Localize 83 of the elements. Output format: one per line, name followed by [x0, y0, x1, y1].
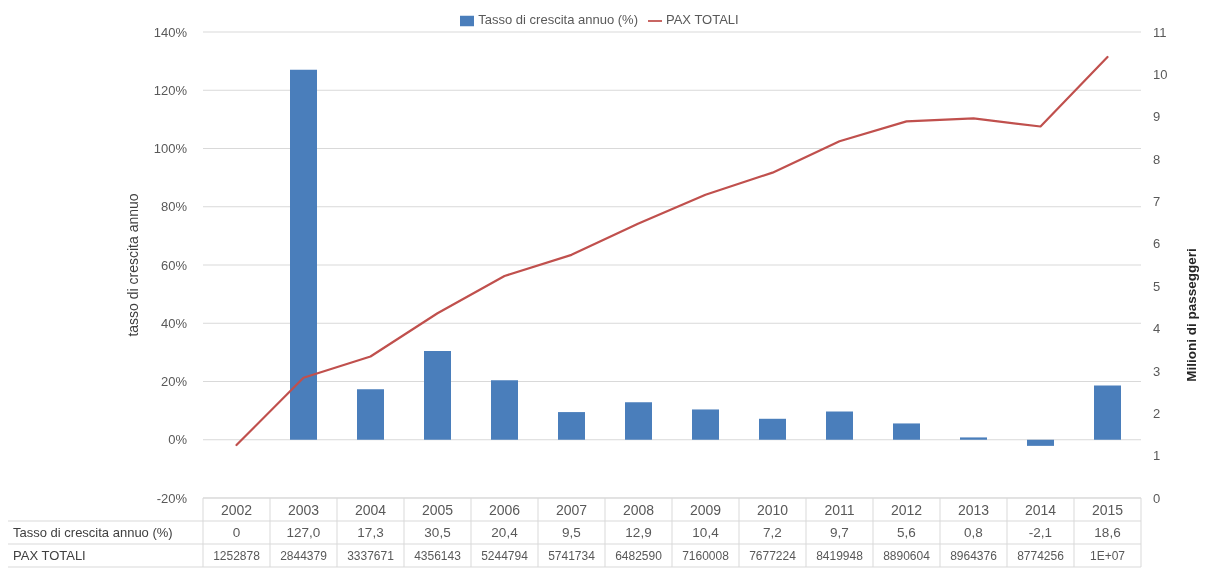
data-label: 10,4 — [692, 525, 720, 540]
x-tick-label: 2009 — [689, 501, 722, 518]
x-tick-label: 2011 — [824, 501, 855, 518]
x-tick-label: 2013 — [957, 501, 990, 518]
x-tick-label: 2006 — [488, 501, 521, 518]
y-tick-label: -20% — [156, 490, 188, 506]
data-label: 7,2 — [763, 525, 782, 540]
y2-tick-label: 1 — [1153, 448, 1161, 464]
legend-label: Tasso di crescita annuo (%) — [478, 12, 638, 27]
text: 4356143 — [414, 548, 462, 563]
data-label: 127,0 — [286, 525, 321, 540]
x-tick-label: 2007 — [555, 501, 588, 518]
x-tick-label: 2012 — [890, 501, 923, 518]
text: PAX TOTALI — [13, 548, 86, 563]
bar — [692, 409, 719, 440]
data-label: 12,9 — [625, 525, 652, 540]
x-tick-label: 2004 — [354, 501, 387, 518]
bar — [960, 437, 987, 440]
y-tick-label: 20% — [160, 374, 188, 390]
data-label: 17,3 — [357, 525, 384, 540]
text: 2844379 — [280, 548, 328, 563]
bar — [290, 69, 317, 440]
text: 7160008 — [682, 548, 730, 563]
y2-tick-label: 11 — [1153, 24, 1167, 40]
data-label: 9,7 — [830, 525, 849, 540]
y-tick-label: 60% — [160, 257, 188, 273]
y2-tick-label: 5 — [1153, 278, 1161, 294]
y-tick-label: 100% — [153, 141, 188, 157]
y2-tick-label: 3 — [1153, 363, 1161, 379]
text: 1E+07 — [1089, 548, 1126, 563]
text: 8890604 — [883, 548, 931, 563]
x-tick-label: 2010 — [756, 501, 789, 518]
bar — [424, 350, 451, 440]
text: 8964376 — [950, 548, 998, 563]
x-tick-label: 2008 — [622, 501, 655, 518]
text: 6482590 — [615, 548, 663, 563]
data-label: 0 — [232, 525, 241, 540]
y2-tick-label: 8 — [1153, 151, 1161, 167]
text: 8774256 — [1017, 548, 1065, 563]
data-label: 30,5 — [424, 525, 451, 540]
data-label: -2,1 — [1028, 525, 1053, 540]
line-series — [235, 55, 1109, 447]
y2-tick-label: 9 — [1153, 109, 1161, 125]
bar — [759, 418, 786, 440]
y2-tick-label: 10 — [1153, 66, 1168, 82]
y-axis-title: tasso di crescita annuo — [125, 193, 141, 337]
y-tick-label: 80% — [160, 199, 188, 215]
data-label: 20,4 — [491, 525, 519, 540]
x-tick-label: 2014 — [1024, 501, 1057, 518]
y2-tick-label: 0 — [1153, 490, 1161, 506]
y2-tick-label: 6 — [1153, 236, 1161, 252]
y-tick-label: 0% — [168, 432, 188, 448]
bar — [558, 412, 585, 440]
bar — [1027, 439, 1054, 446]
y-tick-label: 40% — [160, 315, 188, 331]
bar — [491, 380, 518, 440]
y-tick-label: 120% — [153, 82, 188, 98]
text: 8419948 — [816, 548, 864, 563]
x-tick-label: 2005 — [421, 501, 454, 518]
text: 1252878 — [213, 548, 261, 563]
data-label: 18,6 — [1094, 525, 1121, 540]
text: 7677224 — [749, 548, 797, 563]
bar — [357, 389, 384, 440]
data-label: 9,5 — [562, 525, 581, 540]
data-label: 0,8 — [964, 525, 983, 540]
bar — [826, 411, 853, 440]
bar — [625, 402, 652, 440]
text: 5244794 — [481, 548, 529, 563]
x-tick-label: 2015 — [1091, 501, 1124, 518]
x-tick-label: 2002 — [220, 501, 253, 518]
text: Tasso di crescita annuo (%) — [13, 525, 173, 540]
x-tick-label: 2003 — [287, 501, 320, 518]
bar — [1094, 385, 1121, 440]
y2-tick-label: 4 — [1153, 321, 1161, 337]
bar — [893, 423, 920, 440]
text: 3337671 — [347, 548, 395, 563]
y2-tick-label: 7 — [1153, 194, 1161, 210]
legend-label: PAX TOTALI — [665, 12, 739, 27]
y2-axis-title: Milioni di passeggeri — [1183, 248, 1199, 382]
text: 5741734 — [548, 548, 596, 563]
data-label: 5,6 — [897, 525, 916, 540]
y-tick-label: 140% — [153, 24, 188, 40]
y2-tick-label: 2 — [1153, 405, 1161, 421]
